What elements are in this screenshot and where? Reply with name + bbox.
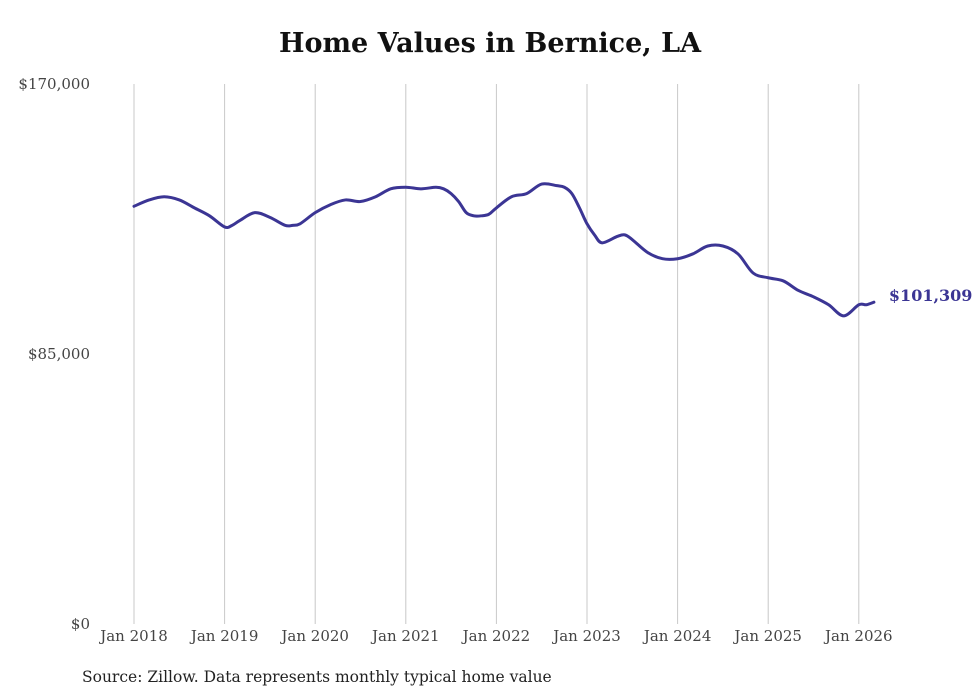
x-tick-label: Jan 2023 bbox=[551, 627, 621, 645]
source-note: Source: Zillow. Data represents monthly … bbox=[82, 668, 552, 686]
x-tick-label: Jan 2018 bbox=[98, 627, 168, 645]
x-tick-label: Jan 2019 bbox=[189, 627, 259, 645]
y-axis: $0 $85,000 $170,000 bbox=[18, 75, 90, 633]
end-value-label: $101,309 bbox=[889, 286, 973, 305]
x-axis: Jan 2018 Jan 2019 Jan 2020 Jan 2021 Jan 2022… bbox=[98, 627, 892, 645]
x-tick-label: Jan 2026 bbox=[823, 627, 893, 645]
x-tick-label: Jan 2021 bbox=[370, 627, 440, 645]
series-layer: $101,309 bbox=[132, 182, 973, 318]
series-line bbox=[132, 182, 876, 318]
x-tick-label: Jan 2022 bbox=[461, 627, 531, 645]
x-tick-label: Jan 2020 bbox=[279, 627, 349, 645]
grid-layer bbox=[133, 84, 860, 624]
x-tick-label: Jan 2024 bbox=[642, 627, 712, 645]
chart-title: Home Values in Bernice, LA bbox=[278, 28, 702, 59]
y-tick-label: $0 bbox=[71, 615, 90, 633]
line-chart: $0$85,000$170,000 Jan 2018 Jan 2019 Jan 20… bbox=[18, 75, 973, 645]
y-tick-label: $85,000 bbox=[28, 345, 90, 363]
y-tick-label: $170,000 bbox=[18, 75, 90, 93]
x-tick-label: Jan 2025 bbox=[732, 627, 802, 645]
